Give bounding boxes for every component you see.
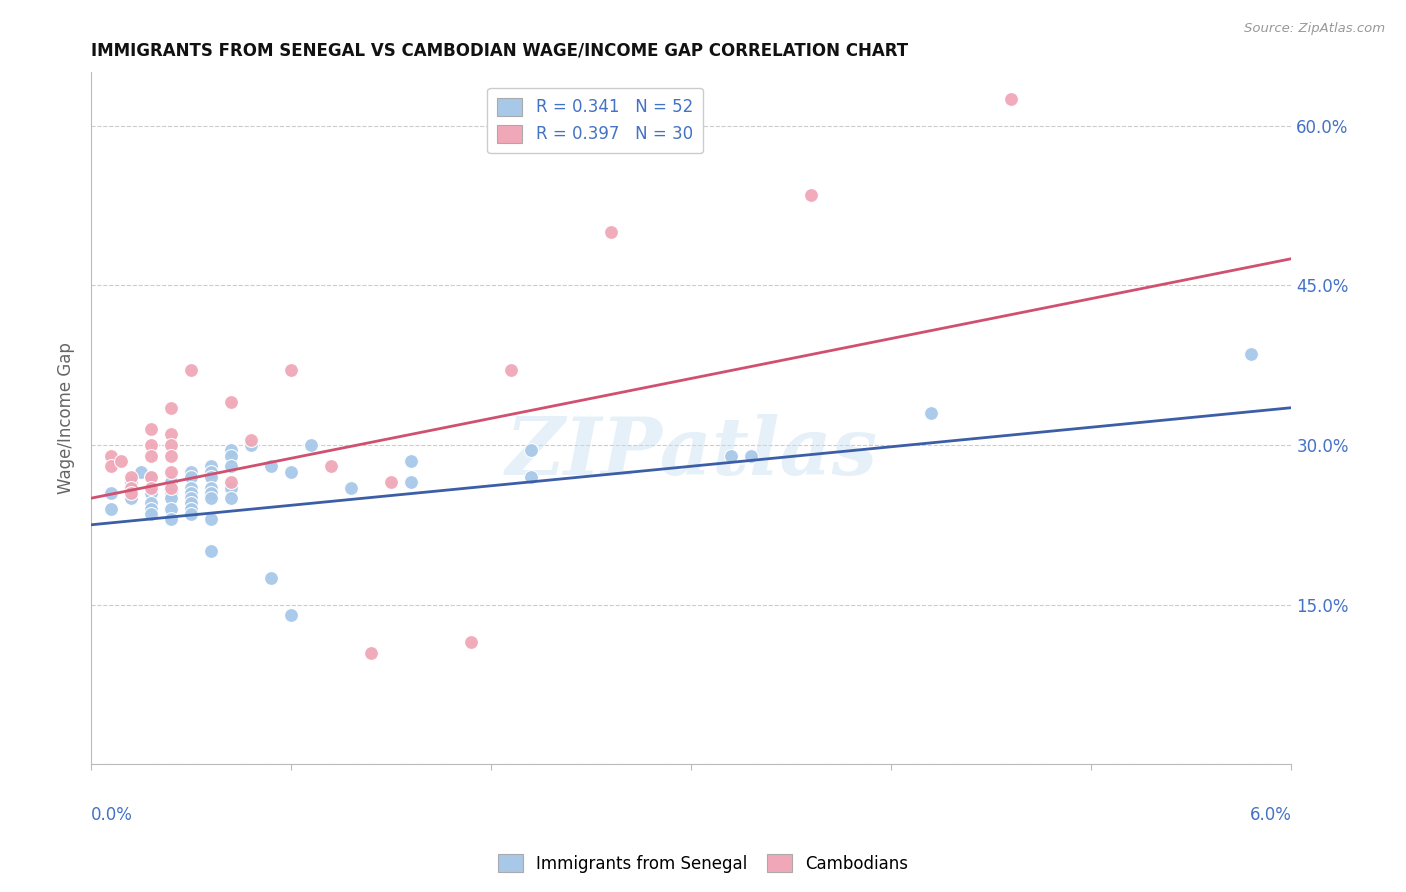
- Point: [200, 465, 222, 479]
- Point: [1000, 92, 1022, 106]
- Point: [180, 481, 202, 495]
- Point: [240, 433, 263, 447]
- Point: [299, 438, 322, 452]
- Point: [399, 454, 422, 468]
- Point: [720, 449, 742, 463]
- Point: [399, 475, 422, 490]
- Point: [600, 225, 623, 239]
- Point: [180, 363, 202, 377]
- Point: [219, 481, 242, 495]
- Point: [260, 459, 283, 474]
- Point: [120, 470, 142, 484]
- Point: [200, 512, 222, 526]
- Point: [520, 443, 543, 458]
- Point: [160, 501, 183, 516]
- Point: [180, 465, 202, 479]
- Point: [219, 475, 242, 490]
- Point: [1240, 347, 1263, 361]
- Point: [129, 465, 152, 479]
- Point: [360, 646, 382, 660]
- Point: [200, 459, 222, 474]
- Legend: R = 0.341   N = 52, R = 0.397   N = 30: R = 0.341 N = 52, R = 0.397 N = 30: [488, 87, 703, 153]
- Point: [219, 491, 242, 505]
- Point: [160, 481, 183, 495]
- Point: [100, 501, 122, 516]
- Point: [141, 486, 163, 500]
- Point: [141, 481, 163, 495]
- Point: [141, 470, 163, 484]
- Point: [740, 449, 762, 463]
- Point: [110, 454, 132, 468]
- Point: [219, 395, 242, 409]
- Point: [800, 187, 823, 202]
- Point: [160, 475, 183, 490]
- Text: Source: ZipAtlas.com: Source: ZipAtlas.com: [1244, 22, 1385, 36]
- Text: 6.0%: 6.0%: [1250, 805, 1292, 824]
- Point: [141, 496, 163, 510]
- Point: [520, 470, 543, 484]
- Y-axis label: Wage/Income Gap: Wage/Income Gap: [58, 343, 75, 494]
- Point: [180, 496, 202, 510]
- Point: [120, 491, 142, 505]
- Point: [141, 438, 163, 452]
- Point: [141, 449, 163, 463]
- Point: [340, 481, 363, 495]
- Point: [200, 544, 222, 558]
- Point: [160, 449, 183, 463]
- Point: [100, 486, 122, 500]
- Point: [120, 481, 142, 495]
- Point: [260, 571, 283, 585]
- Point: [180, 501, 202, 516]
- Point: [141, 501, 163, 516]
- Legend: Immigrants from Senegal, Cambodians: Immigrants from Senegal, Cambodians: [491, 847, 915, 880]
- Point: [200, 481, 222, 495]
- Point: [200, 470, 222, 484]
- Point: [380, 475, 402, 490]
- Point: [280, 363, 302, 377]
- Point: [280, 608, 302, 623]
- Point: [180, 491, 202, 505]
- Point: [160, 486, 183, 500]
- Point: [100, 459, 122, 474]
- Point: [321, 459, 343, 474]
- Point: [920, 406, 942, 420]
- Point: [460, 635, 482, 649]
- Point: [240, 438, 263, 452]
- Point: [160, 512, 183, 526]
- Point: [219, 443, 242, 458]
- Point: [200, 491, 222, 505]
- Point: [120, 475, 142, 490]
- Point: [160, 481, 183, 495]
- Point: [219, 459, 242, 474]
- Point: [141, 507, 163, 521]
- Point: [180, 470, 202, 484]
- Point: [200, 486, 222, 500]
- Point: [160, 438, 183, 452]
- Point: [160, 427, 183, 442]
- Point: [501, 363, 523, 377]
- Text: 0.0%: 0.0%: [91, 805, 134, 824]
- Point: [141, 470, 163, 484]
- Point: [160, 465, 183, 479]
- Point: [100, 449, 122, 463]
- Text: IMMIGRANTS FROM SENEGAL VS CAMBODIAN WAGE/INCOME GAP CORRELATION CHART: IMMIGRANTS FROM SENEGAL VS CAMBODIAN WAG…: [91, 42, 908, 60]
- Text: ZIPatlas: ZIPatlas: [505, 414, 877, 491]
- Point: [160, 401, 183, 415]
- Point: [180, 486, 202, 500]
- Point: [180, 507, 202, 521]
- Point: [219, 449, 242, 463]
- Point: [120, 486, 142, 500]
- Point: [141, 422, 163, 436]
- Point: [280, 465, 302, 479]
- Point: [160, 491, 183, 505]
